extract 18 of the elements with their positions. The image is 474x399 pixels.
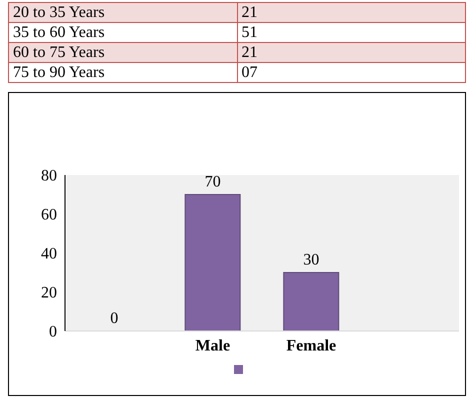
data-label: 30: [303, 252, 320, 268]
text: 51: [242, 24, 258, 40]
data-label: 0: [110, 310, 118, 327]
category-label: 60 to 75 Years: [8, 42, 237, 62]
y-tick-label: 20: [41, 284, 57, 302]
text: 07: [242, 64, 258, 80]
data-label: 70: [204, 174, 221, 190]
x-tick-label: Male: [195, 337, 230, 354]
text: 21: [242, 44, 258, 60]
category-label: 20 to 35 Years: [8, 2, 237, 22]
y-tick-label: 0: [49, 324, 57, 341]
y-tick-label: 80: [41, 168, 57, 185]
text: 21: [242, 4, 258, 20]
x-tick-label: Female: [286, 337, 336, 354]
category-label: 75 to 90 Years: [8, 62, 237, 82]
y-tick-label: 40: [41, 246, 57, 263]
y-tick-label: 60: [41, 206, 57, 224]
category-label: 35 to 60 Years: [8, 22, 237, 42]
